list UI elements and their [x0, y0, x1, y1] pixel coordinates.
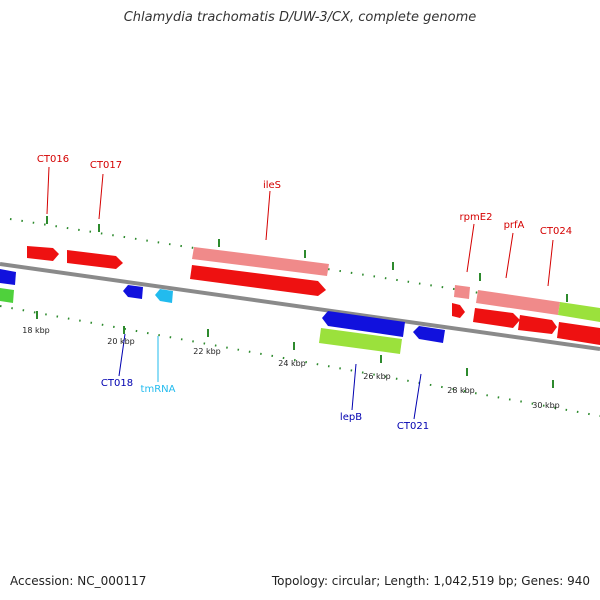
genome-backbone [0, 262, 600, 351]
scale-label: 26 kbp [363, 372, 391, 381]
scale-label-group: 18 kbp 20 kbp 22 kbp 24 kbp 26 kbp 28 kb… [22, 326, 560, 410]
scale-label: 22 kbp [193, 347, 221, 356]
scale-label: 24 kbp [278, 359, 306, 368]
accession-text: Accession: NC_000117 [10, 574, 147, 588]
gene-label-ct021: CT021 [397, 421, 429, 432]
gene-ct023[interactable] [518, 315, 557, 334]
gene-label-group: CT016 CT017 ileS rpmE2 prfA CT024 CT018 … [37, 154, 572, 432]
gene-ct024-pseudo[interactable] [558, 302, 600, 322]
scale-label: 18 kbp [22, 326, 50, 335]
gene-label-ct024: CT024 [540, 226, 572, 237]
major-ticks [36, 216, 568, 388]
gene-ct020[interactable] [322, 311, 405, 337]
gene-ct024[interactable] [557, 322, 600, 345]
gene-label-prfa: prfA [504, 220, 525, 231]
gene-label-iles: ileS [263, 180, 281, 191]
gene-tmrna[interactable] [155, 289, 173, 303]
gene-ct016[interactable] [27, 246, 59, 261]
label-leaders [46, 166, 554, 420]
gene-left-blue[interactable] [0, 269, 16, 285]
scale-label: 30 kbp [532, 401, 560, 410]
gene-label-ct017: CT017 [90, 160, 122, 171]
gene-ct018[interactable] [123, 285, 143, 299]
gene-lepb[interactable] [319, 328, 402, 354]
gene-label-rpme2: rpmE2 [460, 212, 493, 223]
forward-features [27, 246, 600, 345]
gene-left-green[interactable] [0, 288, 14, 303]
gene-label-tmrna: tmRNA [141, 384, 176, 395]
gene-iles-pseudo[interactable] [192, 247, 329, 276]
gene-label-lepb: lepB [340, 412, 362, 423]
gene-ct021[interactable] [413, 326, 445, 343]
gene-rpme2-pseudo[interactable] [454, 285, 470, 299]
gene-label-ct018: CT018 [101, 378, 133, 389]
gene-label-ct016: CT016 [37, 154, 69, 165]
genome-summary-text: Topology: circular; Length: 1,042,519 bp… [271, 574, 590, 588]
reverse-features [0, 269, 445, 354]
gene-prfa-pseudo[interactable] [476, 290, 560, 315]
scale-label: 20 kbp [107, 337, 135, 346]
gene-ct017[interactable] [67, 250, 123, 269]
map-title: Chlamydia trachomatis D/UW-3/CX, complet… [123, 10, 477, 25]
scale-label: 28 kbp [447, 386, 475, 395]
gene-rpme2[interactable] [452, 303, 465, 318]
gene-prfa[interactable] [473, 308, 520, 328]
gene-iles[interactable] [190, 265, 326, 296]
